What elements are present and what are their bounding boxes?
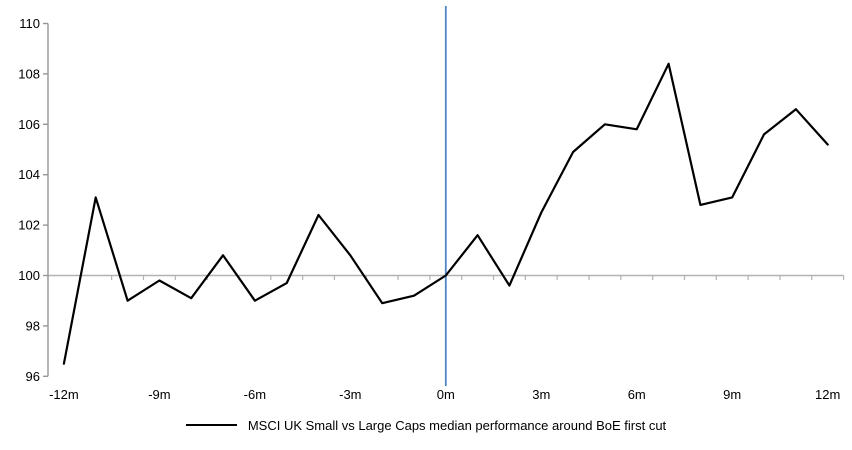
legend-line-swatch bbox=[185, 424, 237, 426]
y-tick-label: 96 bbox=[26, 369, 40, 384]
x-tick-label: -6m bbox=[244, 387, 266, 402]
y-tick-label: 110 bbox=[19, 16, 40, 31]
performance-series-line bbox=[62, 62, 829, 365]
y-tick-label: 104 bbox=[18, 167, 40, 182]
x-tick-label: 12m bbox=[815, 387, 840, 402]
y-tick-label: 100 bbox=[18, 268, 40, 283]
x-tick-label: -12m bbox=[49, 387, 79, 402]
x-tick-label: 6m bbox=[628, 387, 646, 402]
line-chart: 96 98 100 102 104 106 108 110 -12m -9m -6m -3m 0m 3m 6… bbox=[18, 6, 845, 402]
x-tick-label: -9m bbox=[148, 387, 170, 402]
x-tick-label: -3m bbox=[339, 387, 361, 402]
y-tick-label: 98 bbox=[26, 318, 40, 333]
y-tick-label: 102 bbox=[18, 218, 40, 233]
x-tick-label: 3m bbox=[532, 387, 550, 402]
legend-label: MSCI UK Small vs Large Caps median perfo… bbox=[247, 417, 667, 433]
y-tick-label: 108 bbox=[18, 66, 40, 81]
legend: MSCI UK Small vs Large Caps median perfo… bbox=[0, 416, 852, 434]
x-tick-label: 0m bbox=[437, 387, 455, 402]
y-tick-label: 106 bbox=[18, 117, 40, 132]
x-tick-label: 9m bbox=[723, 387, 741, 402]
